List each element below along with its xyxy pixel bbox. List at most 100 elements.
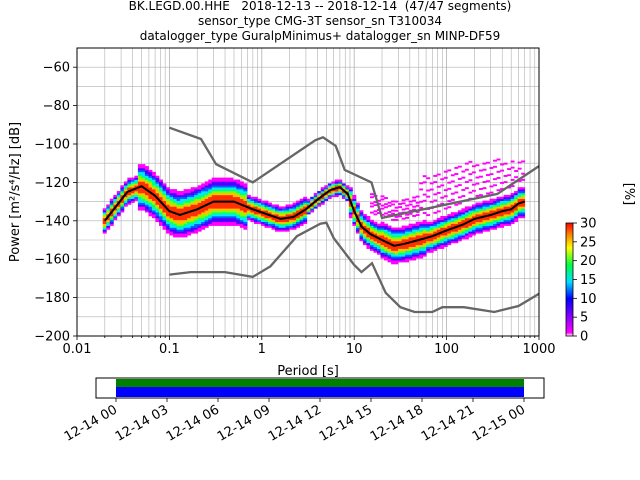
- psd-cell: [211, 181, 216, 184]
- psd-cell: [450, 235, 455, 238]
- psd-cell: [239, 216, 244, 219]
- psd-cell: [190, 202, 195, 205]
- psd-cell: [225, 194, 230, 198]
- psd-cell: [190, 227, 195, 230]
- psd-cell: [320, 196, 325, 200]
- psd-cell: [162, 187, 167, 190]
- psd-cell: [204, 219, 209, 223]
- psd-cell: [208, 223, 213, 226]
- psd-cell: [232, 212, 237, 215]
- psd-cell: [503, 214, 508, 217]
- psd-cell: [271, 217, 276, 221]
- psd-cell: [222, 212, 227, 215]
- psd-cell: [296, 225, 301, 228]
- psd-cell: [208, 200, 213, 203]
- psd-cell: [215, 187, 220, 190]
- psd-cell: [211, 210, 216, 213]
- psd-cell: [345, 185, 350, 188]
- psd-cell: [419, 227, 424, 230]
- psd-cell: [401, 237, 406, 240]
- psd-cell: [514, 210, 519, 213]
- psd-cell: [229, 191, 234, 194]
- psd-cell: [299, 214, 304, 217]
- psd-cell: [106, 223, 111, 226]
- psd-cell: [236, 216, 241, 219]
- psd-cell: [229, 214, 234, 217]
- psd-cell: [324, 185, 329, 188]
- psd-cell: [264, 221, 269, 224]
- psd-cell: [517, 212, 522, 215]
- psd-cell: [422, 246, 427, 249]
- psd-cell: [401, 233, 406, 236]
- psd-cell: [391, 260, 395, 263]
- psd-cell: [137, 173, 142, 176]
- psd-cell: [243, 212, 248, 215]
- psd-cell: [260, 223, 265, 226]
- psd-cell: [419, 237, 424, 240]
- psd-cell: [327, 185, 332, 188]
- psd-cell: [387, 231, 392, 234]
- psd-cell: [253, 202, 258, 205]
- psd-cell: [243, 194, 248, 198]
- psd-cell: [144, 177, 149, 180]
- psd-cell: [320, 189, 325, 192]
- psd-cell: [141, 192, 146, 196]
- psd-outlier-cell: [394, 215, 399, 218]
- psd-cell: [236, 183, 241, 186]
- psd-cell: [366, 225, 371, 228]
- psd-cell: [486, 223, 490, 226]
- psd-cell: [268, 225, 272, 228]
- psd-outlier-cell: [426, 214, 431, 217]
- psd-cell: [239, 192, 244, 196]
- psd-cell: [313, 204, 318, 207]
- psd-cell: [426, 244, 431, 248]
- psd-cell: [187, 192, 192, 196]
- psd-cell: [426, 229, 431, 232]
- psd-cell: [197, 229, 202, 232]
- psd-cell: [134, 179, 139, 182]
- psd-cell: [461, 233, 466, 236]
- psd-outlier-cell: [521, 178, 526, 181]
- psd-cell: [489, 225, 494, 228]
- psd-cell: [229, 221, 234, 224]
- psd-cell: [489, 204, 494, 207]
- psd-cell: [137, 208, 142, 211]
- psd-cell: [478, 214, 483, 217]
- psd-cell: [341, 187, 346, 190]
- psd-cell: [373, 227, 378, 230]
- psd-cell: [120, 206, 125, 209]
- psd-cell: [232, 189, 237, 192]
- psd-cell: [296, 221, 301, 224]
- psd-cell: [225, 206, 230, 209]
- psd-outlier-cell: [419, 182, 424, 185]
- psd-cell: [514, 200, 519, 203]
- psd-cell: [507, 202, 512, 205]
- psd-cell: [222, 210, 227, 213]
- psd-cell: [239, 187, 244, 190]
- psd-cell: [412, 233, 417, 236]
- psd-cell: [457, 227, 462, 230]
- psd-cell: [176, 204, 181, 207]
- psd-cell: [433, 221, 438, 224]
- psd-outlier-cell: [415, 195, 420, 198]
- psd-cell: [278, 206, 283, 209]
- psd-cell: [443, 221, 448, 224]
- psd-cell: [268, 221, 272, 224]
- psd-cell: [429, 227, 434, 230]
- psd-outlier-cell: [394, 200, 399, 203]
- psd-cell: [190, 223, 195, 226]
- psd-cell: [514, 217, 519, 221]
- psd-cell: [503, 208, 508, 211]
- psd-cell: [310, 198, 315, 201]
- psd-cell: [345, 191, 350, 194]
- psd-cell: [377, 233, 381, 236]
- psd-cell: [190, 219, 195, 223]
- psd-cell: [387, 256, 392, 259]
- psd-outlier-cell: [436, 191, 441, 194]
- psd-cell: [222, 196, 227, 200]
- psd-cell: [422, 240, 427, 244]
- psd-cell: [521, 202, 526, 205]
- psd-cell: [507, 200, 512, 203]
